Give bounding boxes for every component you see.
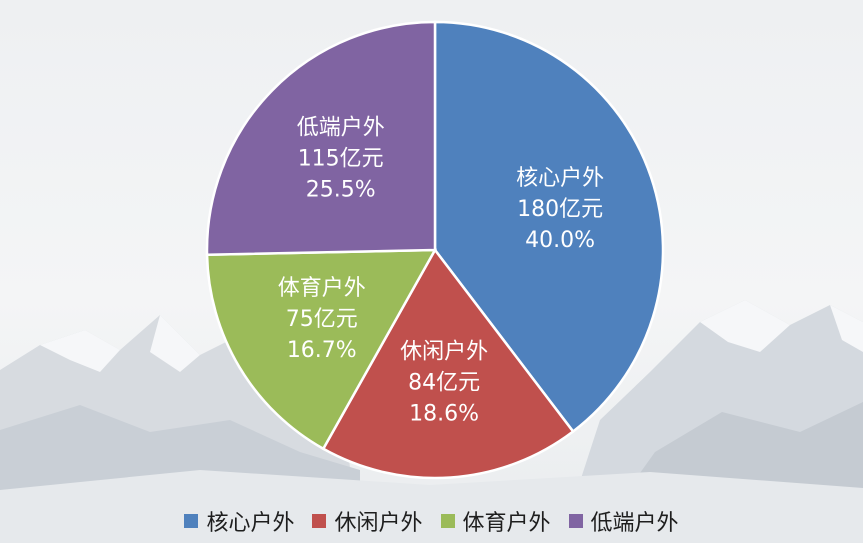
pie-slice — [205, 20, 437, 257]
slice-label: 低端户外 115亿元 25.5% — [297, 116, 385, 203]
legend-item: 核心户外 — [184, 505, 294, 537]
legend-item: 体育户外 — [440, 505, 551, 537]
legend-swatch — [440, 514, 455, 528]
legend: 核心户外 休闲户外 体育户外 低端户外 — [0, 506, 863, 536]
pie-slices — [205, 20, 665, 480]
legend-item: 低端户外 — [568, 505, 679, 537]
legend-swatch — [184, 514, 199, 528]
legend-label: 核心户外 — [206, 511, 295, 536]
legend-swatch — [568, 514, 583, 528]
slice-label: 休闲户外 84亿元 18.6% — [400, 340, 488, 427]
pie-slice — [321, 247, 575, 480]
legend-swatch — [312, 514, 327, 528]
pie-labels: 核心户外 180亿元 40.0% 休闲户外 84亿元 18.6% 体育户外 75亿元 16.7%… — [278, 116, 604, 427]
slice-label: 体育户外 75亿元 16.7% — [278, 276, 366, 363]
pie-slice — [433, 20, 665, 434]
legend-label: 低端户外 — [590, 511, 679, 536]
pie-slice — [205, 248, 438, 451]
legend-label: 体育户外 — [462, 511, 551, 536]
legend-item: 休闲户外 — [312, 505, 423, 537]
legend-label: 休闲户外 — [334, 511, 423, 536]
slice-label: 核心户外 180亿元 40.0% — [516, 166, 604, 253]
